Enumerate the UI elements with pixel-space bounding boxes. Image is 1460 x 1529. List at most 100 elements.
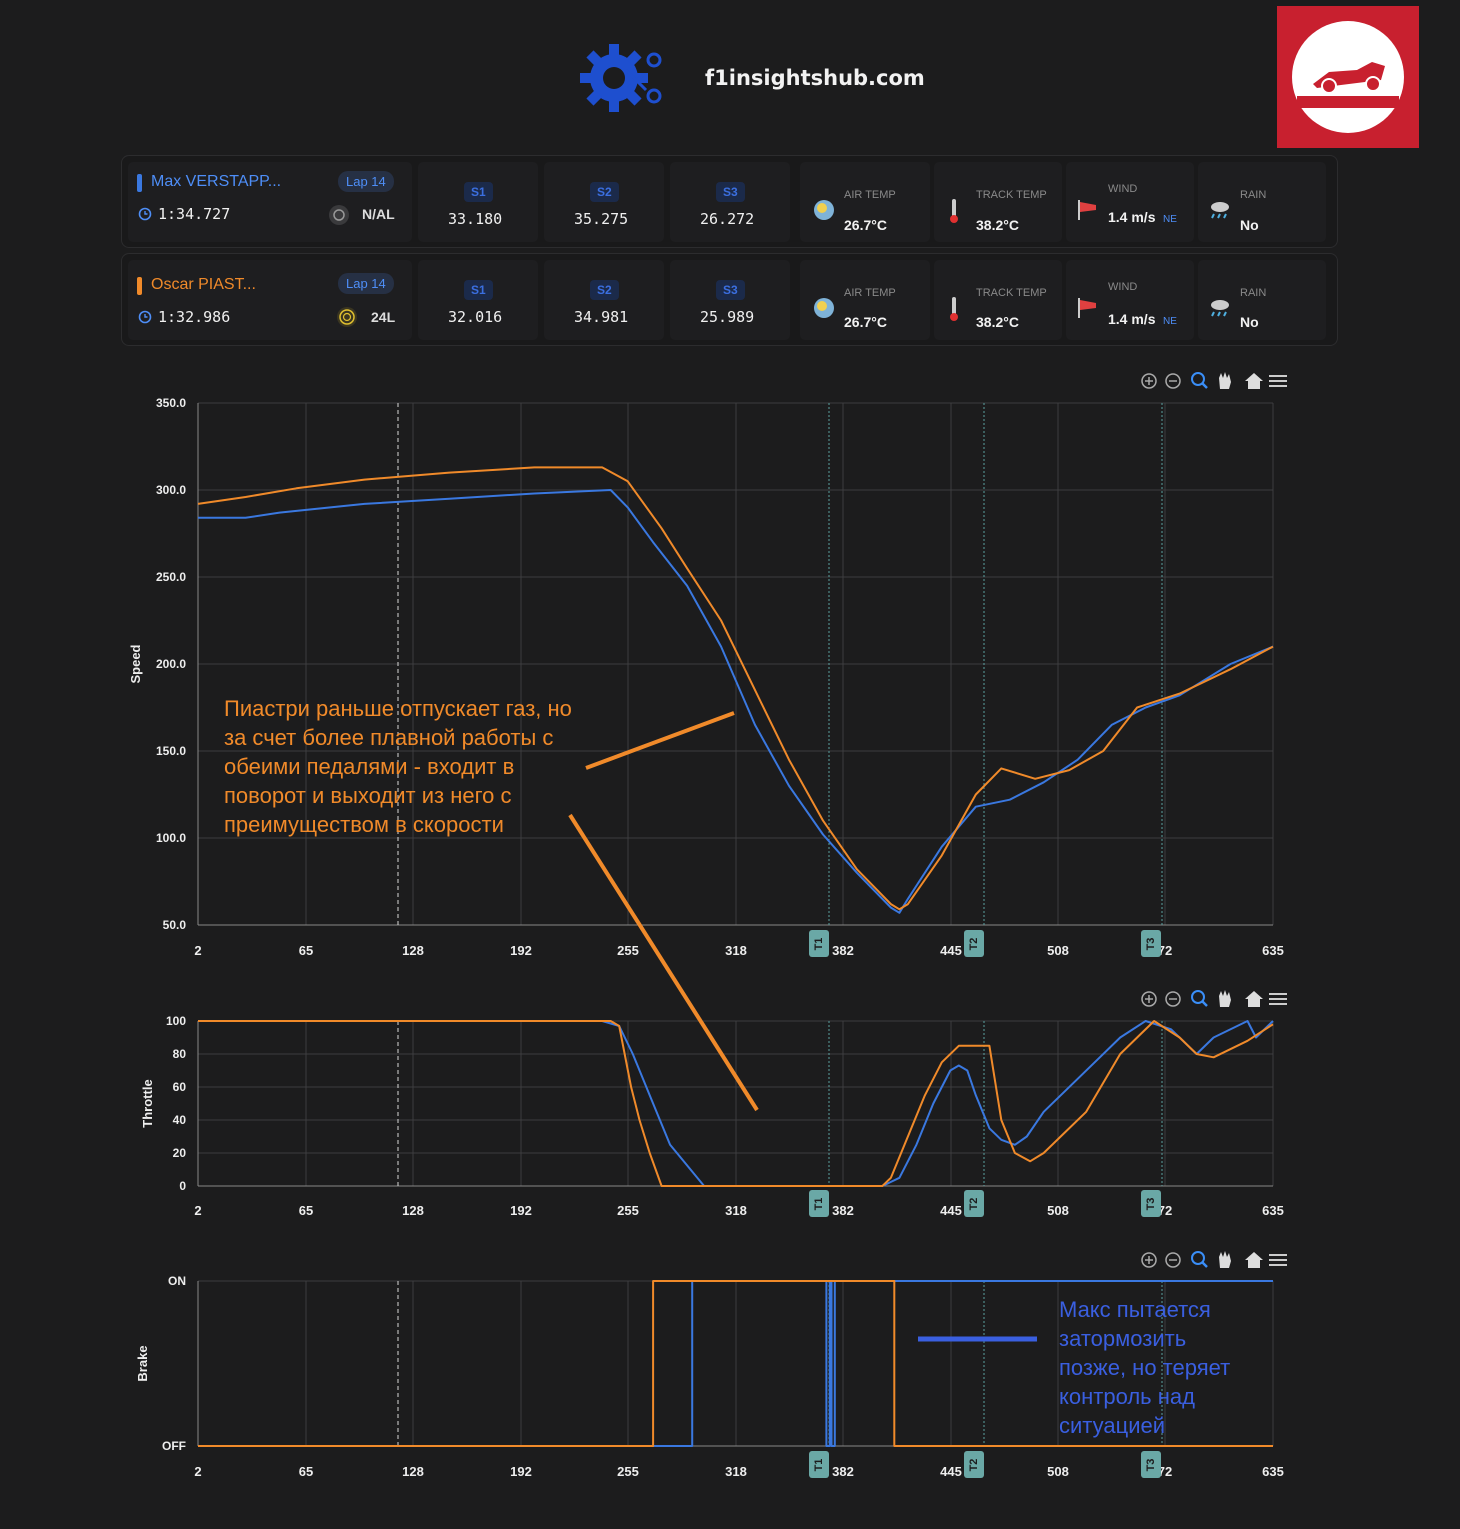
x-tick-label: 382: [832, 943, 854, 958]
x-tick-label: 508: [1047, 943, 1069, 958]
x-tick-label: 318: [725, 1464, 747, 1479]
sun-cloud-icon: [814, 200, 834, 220]
rain-cloud-icon: [1211, 202, 1229, 219]
menu-icon[interactable]: [1269, 1254, 1287, 1266]
x-tick-label: 128: [402, 1203, 424, 1218]
sector-marker-label: T1: [813, 1198, 825, 1211]
menu-icon[interactable]: [1269, 993, 1287, 1005]
y-tick-label: 100.0: [156, 831, 186, 845]
pan-hand-icon[interactable]: [1219, 1251, 1231, 1268]
x-tick-label: 2: [194, 1203, 201, 1218]
zoom-in-icon[interactable]: [1141, 373, 1157, 389]
annotation-line: обеими педалями - входит в: [224, 754, 515, 779]
y-tick-label: 100: [166, 1014, 186, 1028]
pan-hand-icon[interactable]: [1219, 372, 1231, 389]
sector-marker-label: T2: [968, 1459, 980, 1472]
sector-marker-box: [809, 1451, 829, 1478]
y-tick-label: 50.0: [163, 918, 187, 932]
chart-toolbar[interactable]: [1141, 1251, 1287, 1268]
driver-card-1: Max VERSTAPP... Lap 14 1:34.727 N/AL S1 3…: [121, 155, 1338, 248]
x-tick-label: 2: [194, 943, 201, 958]
series-line-1: [198, 1280, 1273, 1447]
zoom-out-icon[interactable]: [1165, 373, 1181, 389]
chart-speed: 350.0 300.0 250.0 200.0 150.0 100.0 50.0 2 65 128…: [128, 372, 1287, 958]
magnifier-icon[interactable]: [1191, 990, 1208, 1007]
y-tick-label: 40: [173, 1113, 187, 1127]
driver-name: Max VERSTAPP...: [151, 173, 282, 190]
lap-time: 1:32.986: [158, 308, 231, 326]
track-temp-value: 38.2°C: [976, 314, 1019, 330]
sector-marker-box: [964, 1190, 984, 1217]
sector-label: S2: [590, 182, 619, 202]
annotation-line: контроль над: [1059, 1384, 1195, 1409]
magnifier-icon[interactable]: [1191, 372, 1208, 389]
sector-marker-label: T3: [1145, 1459, 1157, 1472]
x-tick-label: 72: [1158, 1464, 1172, 1479]
annotation-line: затормозить: [1059, 1326, 1187, 1351]
x-tick-label: 255: [617, 943, 639, 958]
chart-toolbar[interactable]: [1141, 372, 1287, 389]
driver-name: Oscar PIAST...: [151, 276, 256, 293]
driver-card-2: Oscar PIAST... Lap 14 1:32.986 24L S1 32.…: [121, 253, 1338, 346]
sector-marker-box: [964, 1451, 984, 1478]
x-tick-label: 255: [617, 1464, 639, 1479]
x-tick-label: 635: [1262, 943, 1284, 958]
series-line-0: [198, 1280, 1273, 1447]
x-tick-label: 65: [299, 1203, 313, 1218]
x-tick-label: 255: [617, 1203, 639, 1218]
zoom-in-icon[interactable]: [1141, 1252, 1157, 1268]
tyre-icon: [337, 307, 357, 327]
series-line-1: [197, 466, 1274, 911]
sector-marker-box: [809, 1190, 829, 1217]
sector-label: S3: [716, 182, 745, 202]
zoom-out-icon[interactable]: [1165, 991, 1181, 1007]
annotation-line: Макс пытается: [1059, 1297, 1211, 1322]
chart-brake: ON OFF 2 65 128 192 255 318 382 445 508 72 635 Brake T…: [135, 1251, 1287, 1479]
x-tick-label: 382: [832, 1464, 854, 1479]
magnifier-icon[interactable]: [1191, 1251, 1208, 1268]
zoom-out-icon[interactable]: [1165, 1252, 1181, 1268]
series-line-0: [198, 1020, 1274, 1187]
annotation-line: позже, но теряет: [1059, 1355, 1231, 1380]
menu-icon[interactable]: [1269, 375, 1287, 387]
sector-3-time: 26.272: [700, 210, 755, 228]
y-tick-label: 80: [173, 1047, 187, 1061]
rain-label: RAIN: [1240, 189, 1267, 201]
pan-hand-icon[interactable]: [1219, 990, 1231, 1007]
chart-throttle: 100 80 60 40 20 02 65 128 192 255 318 382 445 508 72 63…: [140, 990, 1287, 1218]
sector-2-time: 34.981: [574, 308, 629, 326]
tyre-label: 24L: [371, 309, 396, 325]
rain-label: RAIN: [1240, 287, 1267, 299]
lap-badge: Lap 14: [338, 171, 394, 192]
air-temp-label: AIR TEMP: [844, 287, 896, 299]
sector-marker-label: T1: [813, 1459, 825, 1472]
rain-cloud-icon: [1211, 300, 1229, 317]
annotation-orange: Пиастри раньше отпускает газ, но за счет…: [224, 694, 572, 839]
annotation-line: ситуацией: [1059, 1413, 1166, 1438]
home-icon[interactable]: [1245, 991, 1263, 1007]
wind-label: WIND: [1108, 281, 1138, 293]
y-axis-label: Throttle: [140, 1079, 155, 1127]
annotation-line: поворот и выходит из него с: [224, 783, 512, 808]
orange-arrow-2: [568, 813, 759, 1112]
y-tick-label: OFF: [162, 1439, 186, 1453]
x-tick-label: 635: [1262, 1203, 1284, 1218]
sector-marker-box: [1141, 930, 1161, 957]
x-tick-label: 192: [510, 943, 532, 958]
x-tick-label: 635: [1262, 1464, 1284, 1479]
home-icon[interactable]: [1245, 373, 1263, 389]
site-title[interactable]: f1insightshub.com: [705, 66, 925, 90]
sector-label: S3: [716, 280, 745, 300]
series-line-1: [198, 1020, 1274, 1187]
track-temp-label: TRACK TEMP: [976, 189, 1047, 201]
home-icon[interactable]: [1245, 1252, 1263, 1268]
y-tick-label: 60: [173, 1080, 187, 1094]
rain-value: No: [1240, 217, 1259, 233]
zoom-in-icon[interactable]: [1141, 991, 1157, 1007]
rain-value: No: [1240, 314, 1259, 330]
chart-toolbar[interactable]: [1141, 990, 1287, 1007]
thermometer-icon: [950, 199, 958, 223]
y-tick-label: 0: [179, 1179, 186, 1193]
tyre-icon: [329, 205, 349, 225]
x-tick-label: 65: [299, 943, 313, 958]
